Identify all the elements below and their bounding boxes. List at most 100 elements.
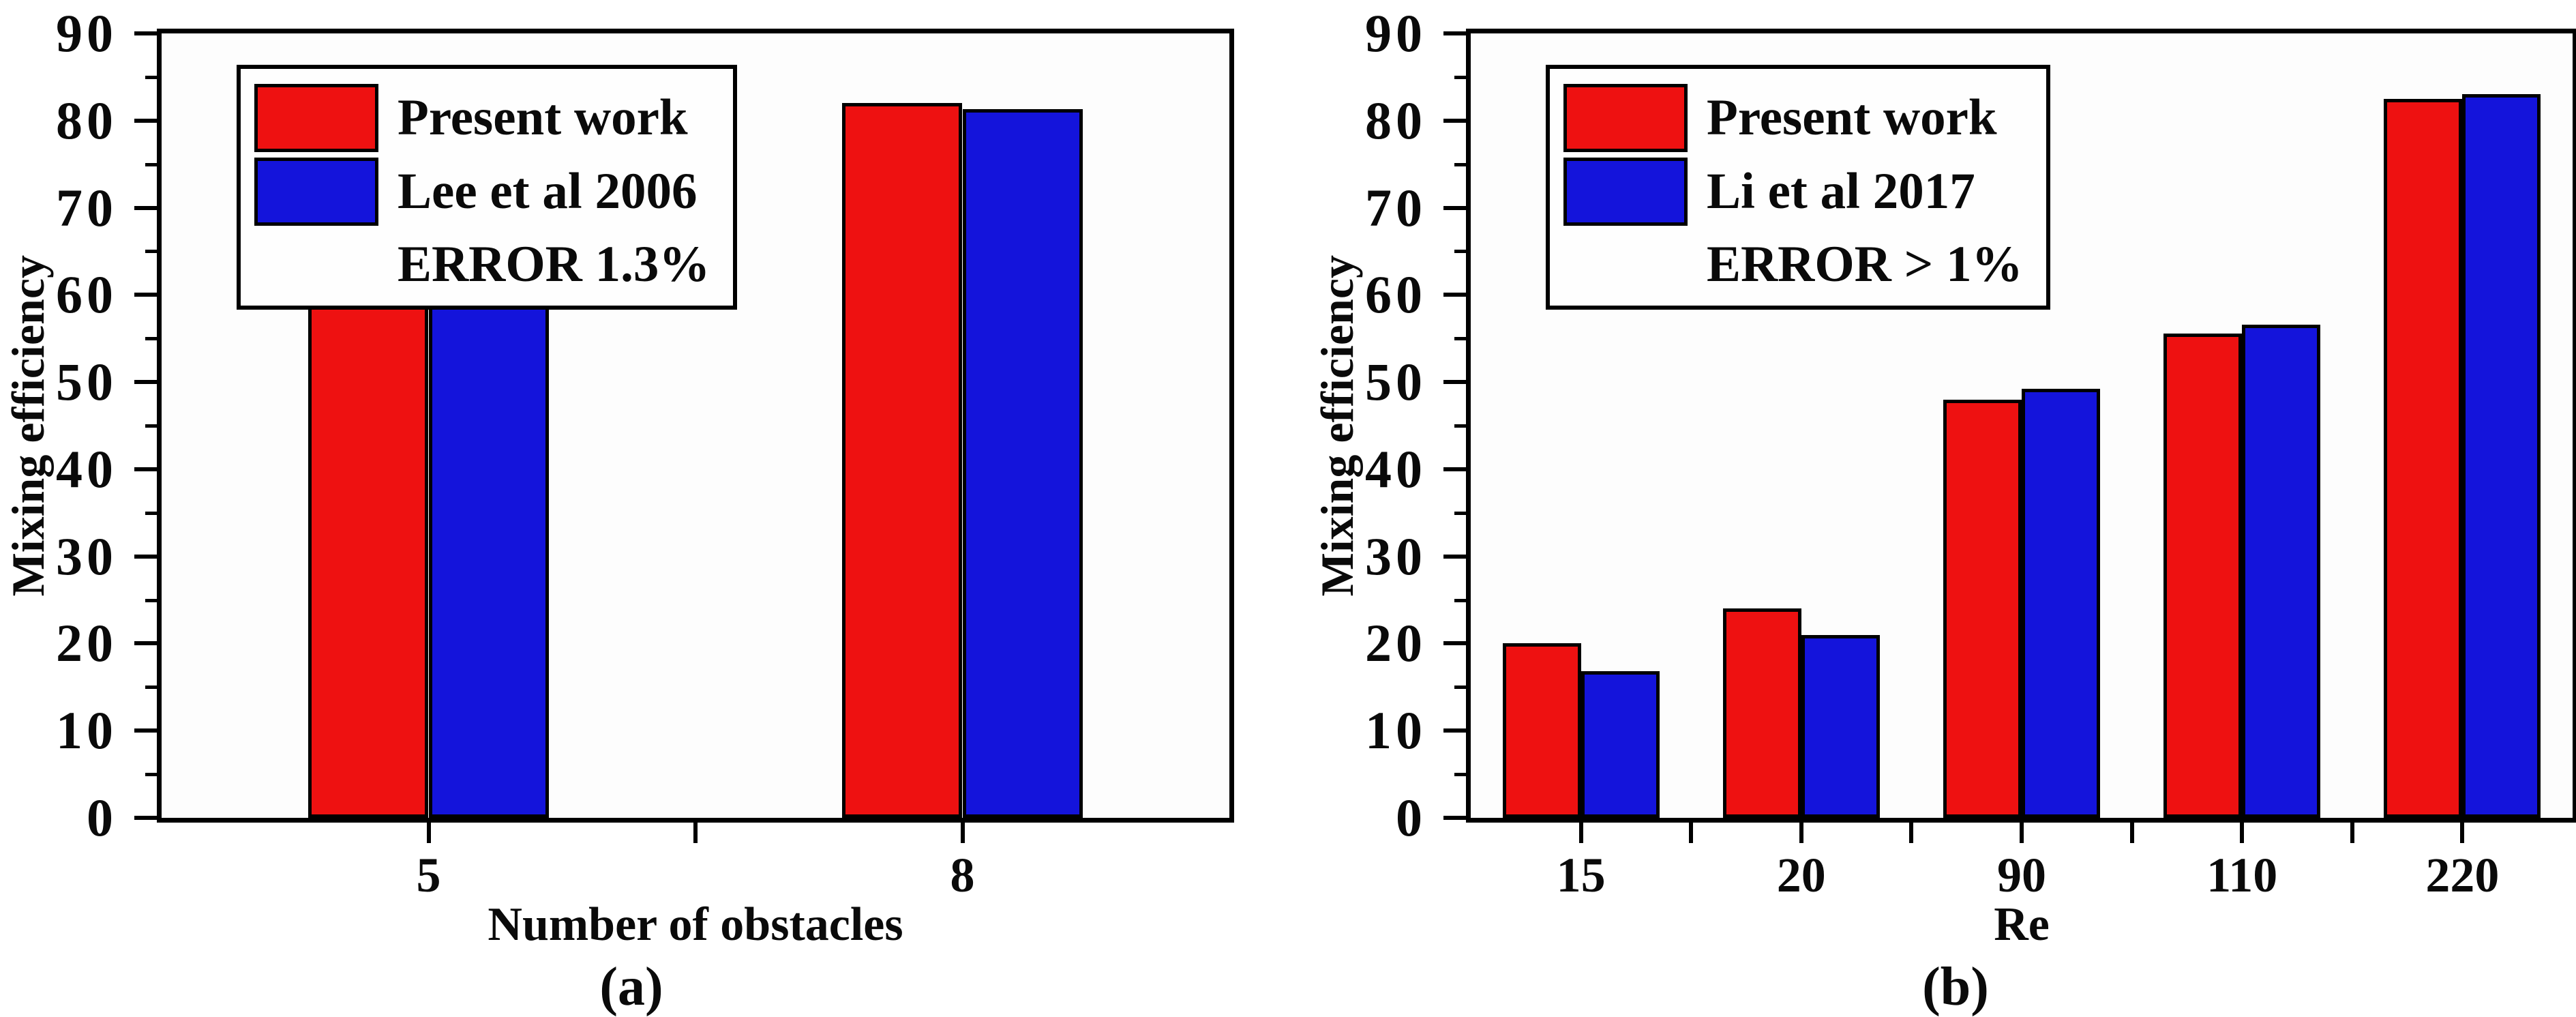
y-minor-tick-5 xyxy=(145,773,157,777)
legend-swatch-red xyxy=(1563,84,1688,152)
y-minor-tick-5 xyxy=(1454,773,1466,777)
legend-swatch-blue xyxy=(254,158,378,226)
y-major-tick-50 xyxy=(134,380,157,385)
y-major-tick-70 xyxy=(134,205,157,210)
y-tick-label-30: 30 xyxy=(1365,526,1426,586)
bar-present-work-8 xyxy=(841,103,963,818)
legend-error-note-a: ERROR 1.3% xyxy=(398,236,710,293)
plot-area-a: Mixing efficiency Present work Lee et al… xyxy=(2,7,1234,1014)
y-minor-tick-15 xyxy=(1454,686,1466,690)
x-boundary-tick-1 xyxy=(693,823,698,843)
y-tick-label-50: 50 xyxy=(56,352,117,412)
legend-swatch-blue xyxy=(1563,158,1688,226)
y-major-tick-30 xyxy=(134,554,157,559)
x-tick-label-5: 5 xyxy=(416,848,441,902)
legend-label-present-work: Present work xyxy=(398,89,688,146)
y-major-tick-90 xyxy=(1443,31,1466,35)
x-tick-15 xyxy=(1578,823,1583,843)
y-minor-tick-55 xyxy=(145,337,157,341)
bar-reference-220 xyxy=(2462,94,2541,818)
panel-b: Mixing efficiency Present work Li et al … xyxy=(1280,0,2576,1014)
y-major-tick-70 xyxy=(1443,205,1466,210)
legend-label-present-work: Present work xyxy=(1707,89,1997,146)
y-major-tick-10 xyxy=(1443,728,1466,733)
y-minor-tick-15 xyxy=(145,686,157,690)
x-tick-5 xyxy=(426,823,431,843)
x-axis-title-a: Number of obstacles xyxy=(488,898,903,951)
bar-reference-90 xyxy=(2022,389,2101,818)
y-tick-label-20: 20 xyxy=(56,613,117,673)
y-tick-label-30: 30 xyxy=(56,526,117,586)
y-major-tick-90 xyxy=(134,31,157,35)
y-tick-label-90: 90 xyxy=(56,3,117,63)
bar-present-work-15 xyxy=(1502,643,1581,818)
y-minor-tick-75 xyxy=(145,162,157,166)
y-major-tick-60 xyxy=(1443,293,1466,297)
legend-swatch-red xyxy=(254,84,378,152)
x-tick-220 xyxy=(2460,823,2465,843)
y-major-tick-80 xyxy=(134,118,157,123)
legend-error-note-b: ERROR > 1% xyxy=(1707,236,2023,293)
y-tick-label-60: 60 xyxy=(1365,265,1426,325)
x-tick-110 xyxy=(2240,823,2245,843)
y-major-tick-40 xyxy=(1443,467,1466,471)
bar-present-work-220 xyxy=(2384,98,2463,818)
y-tick-label-0: 0 xyxy=(87,788,117,847)
y-major-tick-60 xyxy=(134,293,157,297)
bar-reference-8 xyxy=(962,109,1083,818)
plot-area-b: Mixing efficiency Present work Li et al … xyxy=(1311,7,2576,1014)
x-tick-90 xyxy=(2020,823,2024,843)
legend-label-reference: Li et al 2017 xyxy=(1707,162,1975,220)
bar-present-work-5 xyxy=(308,286,429,818)
y-axis-title-wrap-b: Mixing efficiency xyxy=(1310,33,1364,818)
y-tick-label-50: 50 xyxy=(1365,352,1426,412)
x-tick-label-220: 220 xyxy=(2425,848,2500,902)
legend-entry-present-work: Present work xyxy=(1563,84,2023,152)
legend-label-reference: Lee et al 2006 xyxy=(398,162,698,220)
y-major-tick-10 xyxy=(134,728,157,733)
y-minor-tick-65 xyxy=(145,250,157,254)
panel-caption-a: (a) xyxy=(599,957,663,1017)
y-tick-label-40: 40 xyxy=(1365,439,1426,499)
bar-present-work-20 xyxy=(1722,608,1801,818)
y-tick-label-90: 90 xyxy=(1365,3,1426,63)
y-minor-tick-35 xyxy=(1454,511,1466,515)
y-tick-label-70: 70 xyxy=(56,177,117,237)
y-tick-label-0: 0 xyxy=(1396,788,1426,847)
y-tick-label-10: 10 xyxy=(56,701,117,761)
y-major-tick-20 xyxy=(1443,641,1466,646)
legend-b: Present work Li et al 2017 ERROR > 1% xyxy=(1546,65,2050,310)
x-tick-label-20: 20 xyxy=(1776,848,1826,902)
x-tick-label-90: 90 xyxy=(1997,848,2046,902)
legend-entry-present-work: Present work xyxy=(254,84,710,152)
y-tick-label-20: 20 xyxy=(1365,613,1426,673)
x-boundary-tick-2 xyxy=(1909,823,1914,843)
x-axis-title-b: Re xyxy=(1994,898,2050,951)
y-minor-tick-35 xyxy=(145,511,157,515)
y-major-tick-0 xyxy=(1443,816,1466,820)
bar-present-work-110 xyxy=(2163,333,2243,818)
y-tick-label-80: 80 xyxy=(1365,90,1426,150)
y-axis-title-wrap-a: Mixing efficiency xyxy=(1,33,55,818)
x-tick-label-15: 15 xyxy=(1556,848,1606,902)
bar-reference-5 xyxy=(428,290,550,818)
bar-reference-20 xyxy=(1801,634,1880,818)
y-minor-tick-25 xyxy=(145,598,157,602)
y-major-tick-20 xyxy=(134,641,157,646)
y-major-tick-30 xyxy=(1443,554,1466,559)
y-major-tick-80 xyxy=(1443,118,1466,123)
x-tick-label-8: 8 xyxy=(950,848,975,902)
x-boundary-tick-4 xyxy=(2350,823,2354,843)
y-minor-tick-85 xyxy=(1454,75,1466,79)
bar-reference-15 xyxy=(1581,671,1660,818)
y-major-tick-50 xyxy=(1443,380,1466,385)
x-tick-20 xyxy=(1799,823,1803,843)
x-tick-8 xyxy=(960,823,965,843)
legend-entry-reference: Li et al 2017 xyxy=(1563,158,2023,226)
y-minor-tick-25 xyxy=(1454,598,1466,602)
panel-a: Mixing efficiency Present work Lee et al… xyxy=(0,0,1296,1014)
legend-entry-reference: Lee et al 2006 xyxy=(254,158,710,226)
y-major-tick-40 xyxy=(134,467,157,471)
y-tick-label-80: 80 xyxy=(56,90,117,150)
